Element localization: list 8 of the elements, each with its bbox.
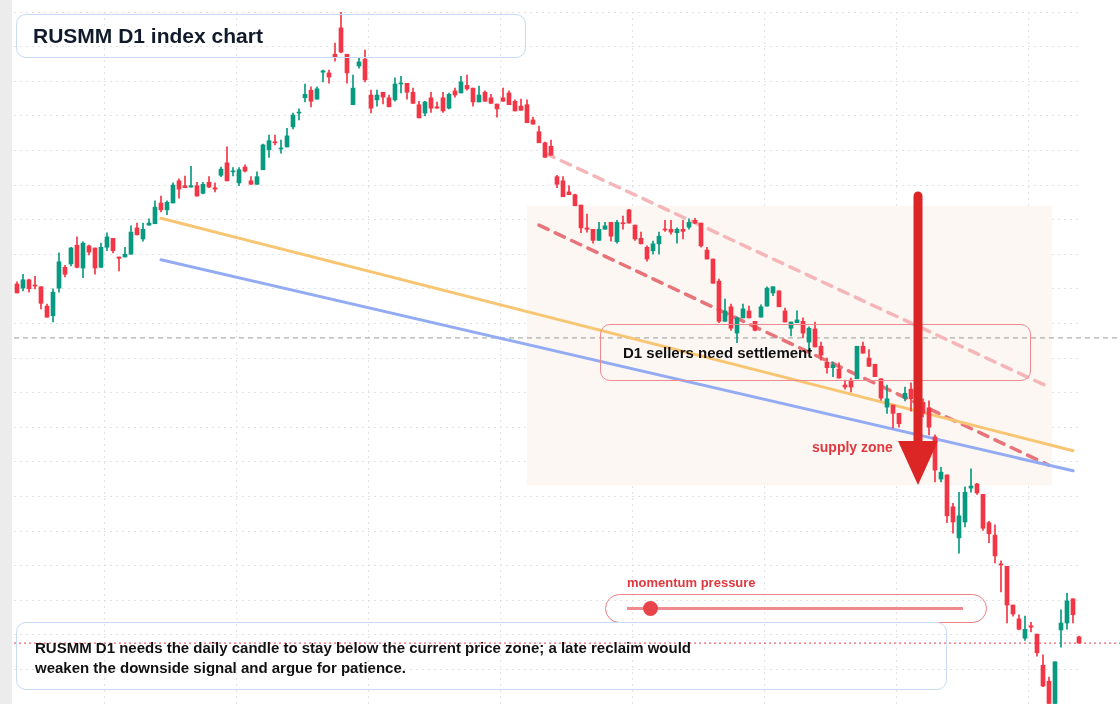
annotation: D1 sellers need settlement	[600, 324, 1031, 381]
candlestick	[272, 134, 278, 146]
band-label: supply zone	[812, 439, 894, 456]
candlestick	[620, 215, 626, 230]
annotation: momentum pressure	[627, 575, 756, 590]
text: RUSMM D1 index chart	[16, 14, 526, 58]
annotation: RUSMM D1 needs the daily candle to stay below the current price zone; a late reclaim would weaken the downside signal and argue for patience.	[35, 638, 692, 678]
candlestick	[680, 219, 686, 240]
